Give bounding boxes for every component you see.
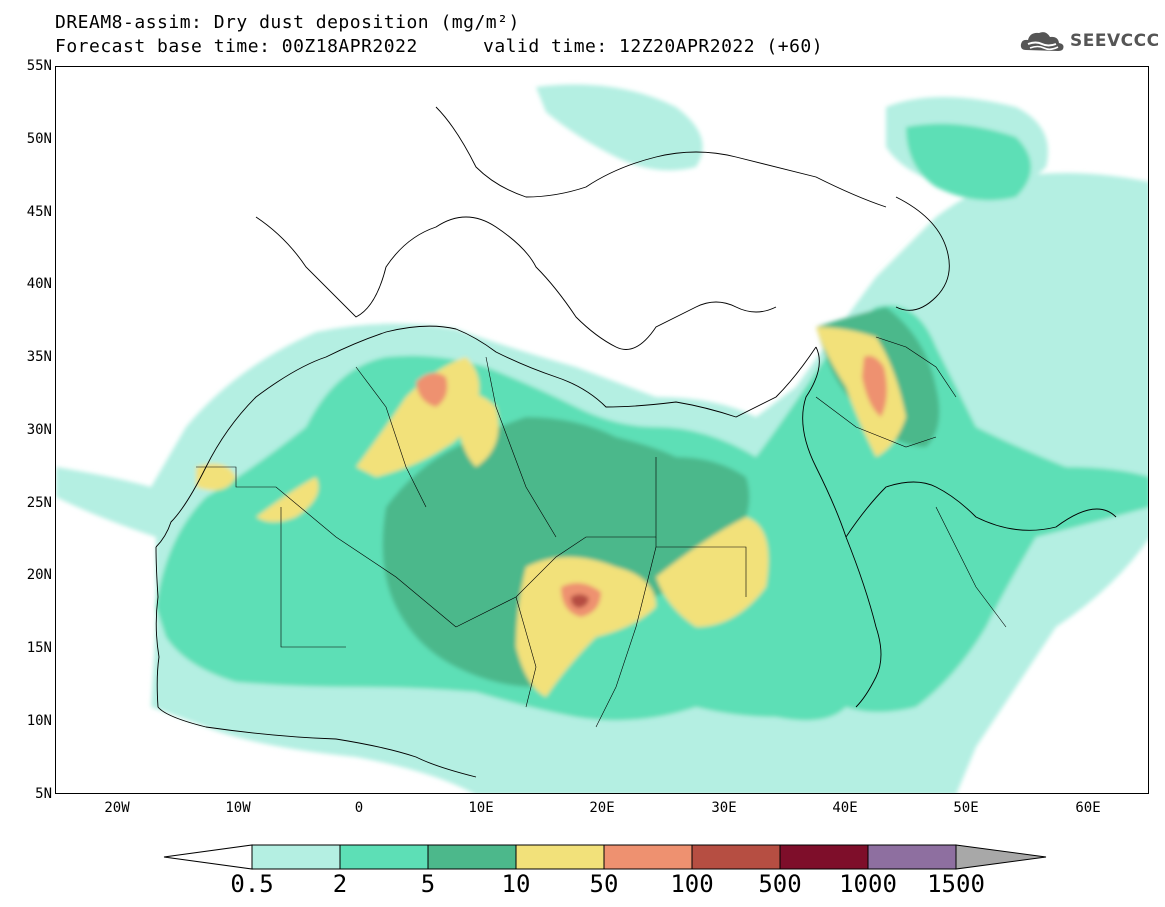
dust-zone-4-libya (456, 393, 499, 467)
lat-label-35n: 35N (26, 349, 52, 365)
lat-label-15n: 15N (26, 640, 52, 656)
lon-label-20e: 20E (589, 800, 615, 816)
lat-label-30n: 30N (26, 422, 52, 438)
lat-label-25n: 25N (26, 495, 52, 511)
lon-label-60e: 60E (1075, 800, 1101, 816)
coastlines (155, 106, 1117, 778)
legend-arrow-right (955, 844, 1047, 870)
lon-label-30e: 30E (711, 800, 737, 816)
legend-label-1: 2 (332, 870, 348, 898)
lon-label-10e: 10E (468, 800, 494, 816)
seevccc-logo: SEEVCCC (1018, 28, 1160, 54)
legend-swatch-0 (251, 844, 341, 870)
legend-colorbar (163, 844, 1047, 870)
legend-label-7: 1000 (839, 870, 897, 898)
lon-label-50e: 50E (953, 800, 979, 816)
legend-label-5: 100 (670, 870, 714, 898)
dust-zone-5-iraq (862, 355, 887, 417)
legend-label-2: 5 (420, 870, 436, 898)
dust-zone-2-caspian (906, 123, 1031, 201)
legend-swatch-3 (515, 844, 605, 870)
dust-zone-4-iraq (816, 327, 906, 457)
lon-label-10w: 10W (225, 800, 251, 816)
legend-arrow-left (163, 844, 253, 870)
lat-label-55n: 55N (26, 58, 52, 74)
valid-time: valid time: 12Z20APR2022 (+60) (483, 36, 824, 57)
lon-label-40e: 40E (832, 800, 858, 816)
legend-label-8: 1500 (927, 870, 985, 898)
lon-label-20w: 20W (104, 800, 130, 816)
dust-zone-4-westsahara (256, 477, 319, 522)
lat-label-10n: 10N (26, 713, 52, 729)
lat-label-5n: 5N (35, 786, 52, 802)
legend-label-4: 50 (589, 870, 619, 898)
dust-zone-4-sudan (656, 517, 769, 627)
dust-zone-4-mauritania (196, 463, 236, 491)
lat-label-40n: 40N (26, 276, 52, 292)
legend-label-3: 10 (501, 870, 531, 898)
dust-zone-light-europe (536, 84, 703, 171)
legend-label-0: 0.5 (230, 870, 274, 898)
dust-zone-5-algeria (416, 373, 448, 407)
cloud-icon (1020, 32, 1064, 51)
legend-label-6: 500 (758, 870, 802, 898)
legend-swatch-4 (603, 844, 693, 870)
logo-text: SEEVCCC (1070, 31, 1160, 51)
lat-label-50n: 50N (26, 131, 52, 147)
lat-label-20n: 20N (26, 567, 52, 583)
forecast-base-time: Forecast base time: 00Z18APR2022 (55, 36, 418, 57)
dust-zone-4-chad (516, 557, 656, 697)
dust-zone-4-algeria (356, 357, 480, 477)
dust-zone-3 (382, 417, 750, 687)
dust-field (56, 84, 1148, 793)
chart-title: DREAM8-assim: Dry dust deposition (mg/m²… (55, 12, 520, 33)
legend-swatch-5 (691, 844, 781, 870)
lon-label-0: 0 (354, 800, 364, 816)
borders (196, 336, 1007, 728)
legend-swatch-1 (339, 844, 429, 870)
lat-label-45n: 45N (26, 204, 52, 220)
legend-swatch-2 (427, 844, 517, 870)
legend-swatch-6 (779, 844, 869, 870)
dust-map (55, 66, 1149, 794)
legend-swatch-7 (867, 844, 957, 870)
dust-zone-6-chad (570, 594, 589, 608)
